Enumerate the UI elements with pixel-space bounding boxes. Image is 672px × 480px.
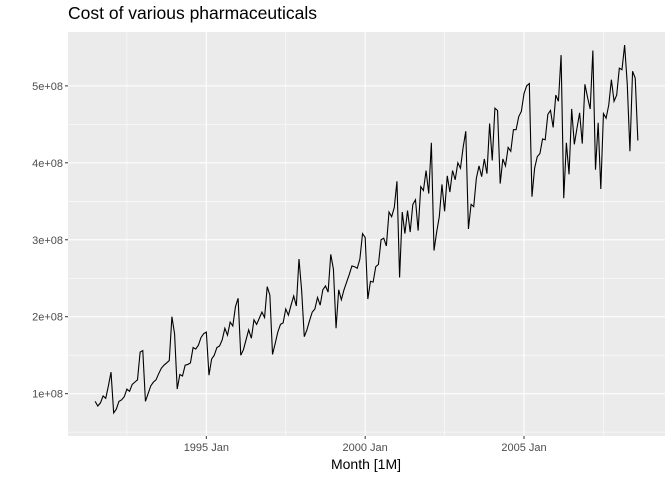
- chart-title: Cost of various pharmaceuticals: [68, 3, 317, 23]
- x-axis: 1995 Jan 2000 Jan 2005 Jan: [184, 436, 547, 454]
- y-tick-label: 4e+08: [32, 158, 63, 170]
- y-tick-label: 5e+08: [32, 81, 63, 93]
- x-axis-title: Month [1M]: [331, 456, 401, 472]
- y-axis: 1e+08 2e+08 3e+08 4e+08 5e+08: [32, 81, 68, 401]
- y-tick-label: 2e+08: [32, 312, 63, 324]
- y-tick-label: 3e+08: [32, 235, 63, 247]
- x-tick-label: 2005 Jan: [501, 442, 546, 454]
- plot-panel: [68, 32, 665, 436]
- x-tick-label: 1995 Jan: [184, 442, 229, 454]
- x-tick-label: 2000 Jan: [343, 442, 388, 454]
- series-line: [94, 45, 639, 415]
- y-tick-label: 1e+08: [32, 389, 63, 401]
